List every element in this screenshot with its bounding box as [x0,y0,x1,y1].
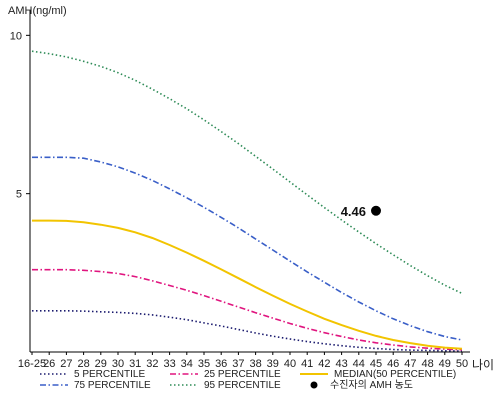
x-tick-label: 32 [146,358,158,370]
x-tick-label: 35 [198,358,210,370]
x-tick-label: 16-25 [18,358,46,370]
x-tick-label: 31 [129,358,141,370]
x-tick-label: 34 [181,358,193,370]
x-tick-label: 30 [112,358,124,370]
legend-label-0: 5 PERCENTILE [74,369,145,380]
x-tick-label: 44 [353,358,365,370]
x-tick-label: 29 [95,358,107,370]
series-line-2 [32,268,463,351]
y-axis-label: AMH(ng/ml) [8,5,67,17]
x-tick-label: 36 [215,358,227,370]
series-line-1 [32,156,463,341]
patient-point-label: 4.46 [341,204,366,219]
legend-label-4: MEDIAN(50 PERCENTILE) [334,369,456,380]
x-tick-label: 48 [421,358,433,370]
x-tick-label: 33 [163,358,175,370]
x-tick-label: 26 [43,358,55,370]
x-tick-label: 50 [456,358,468,370]
x-tick-label: 47 [404,358,416,370]
x-tick-label: 41 [301,358,313,370]
legend-label-3: 95 PERCENTILE [204,380,281,391]
x-tick-label: 27 [60,358,72,370]
x-tick-label: 42 [318,358,330,370]
y-tick-label: 10 [10,30,22,42]
x-tick-label: 37 [232,358,244,370]
patient-point [371,205,381,216]
legend-point-swatch [310,381,318,389]
series-line-3 [31,50,463,295]
x-tick-label: 28 [77,358,89,370]
x-tick-label: 40 [284,358,296,370]
legend-label-2: 25 PERCENTILE [204,369,281,380]
x-axis-label: 나이 [472,358,494,372]
x-tick-label: 46 [387,358,399,370]
legend: 5 PERCENTILE 25 PERCENTILE MEDIAN(50 PERCE… [40,369,456,391]
legend-label-1: 75 PERCENTILE [74,380,151,391]
series-line-4 [32,219,463,350]
y-axis: AMH(ng/ml) 5 10 [8,5,67,352]
plot-area: 4.46 [31,50,463,352]
x-tick-label: 43 [335,358,347,370]
x-tick-label: 39 [267,358,279,370]
x-tick-label: 45 [370,358,382,370]
series-line-0 [32,309,463,352]
x-tick-label: 38 [249,358,261,370]
legend-label-point: 수진자의 AMH 농도 [330,379,413,391]
x-tick-label: 49 [439,358,451,370]
y-tick-label: 5 [16,189,22,201]
